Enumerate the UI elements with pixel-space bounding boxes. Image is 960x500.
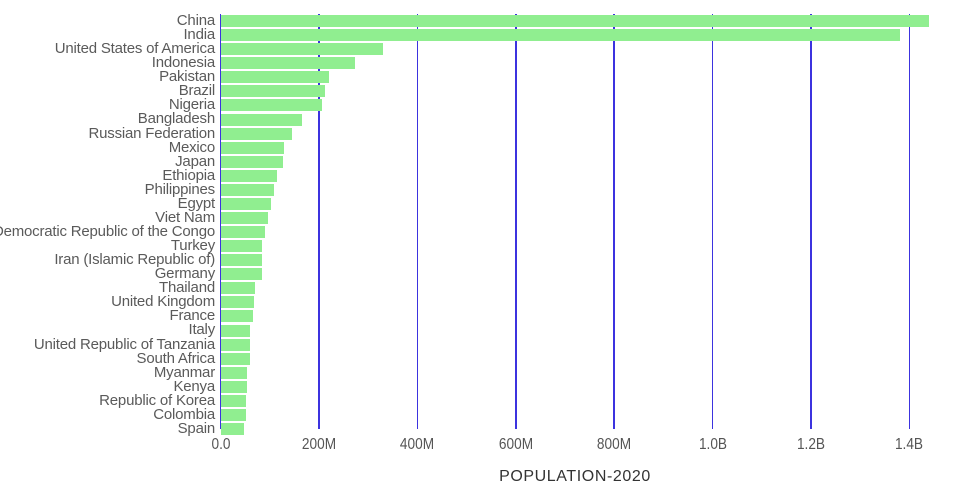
population-bar [220, 254, 262, 267]
gridline [810, 14, 812, 429]
country-label: Pakistan [159, 68, 215, 86]
country-label: Democratic Republic of the Congo [0, 223, 215, 240]
x-axis-title: POPULATION-2020 [499, 468, 651, 485]
population-bar [220, 29, 900, 42]
gridline [514, 14, 517, 429]
gridline [711, 14, 714, 429]
population-bar [220, 310, 253, 323]
population-bar [220, 211, 269, 224]
population-bar [220, 197, 271, 210]
country-label: Nigeria [168, 96, 215, 114]
country-label: Indonesia [151, 54, 215, 72]
country-label: South Africa [136, 349, 216, 367]
country-label: Russian Federation [88, 124, 216, 142]
population-bar [220, 183, 275, 196]
country-label: Spain [177, 419, 216, 437]
population-bar [220, 155, 283, 168]
x-tick-label: 1.0B [698, 436, 727, 453]
population-bar [220, 268, 262, 281]
country-label: Bangladesh [137, 110, 215, 128]
population-bar [220, 352, 250, 365]
x-tick-label: 200M [301, 436, 336, 453]
population-bar [220, 127, 293, 140]
population-bar [220, 366, 248, 379]
country-label: Italy [188, 321, 215, 339]
country-label: China [176, 12, 215, 29]
population-bar [220, 408, 246, 421]
population-bar [220, 240, 262, 253]
population-bar [220, 324, 251, 337]
country-label: United Republic of Tanzania [33, 335, 215, 353]
x-tick-label: 400M [400, 436, 435, 453]
country-label: Thailand [159, 279, 215, 297]
population-bar [220, 57, 356, 70]
gridline [908, 14, 911, 429]
x-tick-label: 600M [498, 436, 533, 453]
country-label: Ethiopia [162, 166, 215, 184]
country-label: Egypt [177, 194, 216, 212]
population-bar [220, 282, 255, 295]
population-bar [220, 141, 284, 154]
country-label: Kenya [173, 377, 215, 395]
country-label: Philippines [144, 180, 216, 198]
country-label: Colombia [153, 405, 215, 423]
country-label: Mexico [168, 138, 216, 156]
country-label: France [169, 307, 216, 325]
population-bar [220, 169, 278, 182]
country-label: United Kingdom [111, 293, 215, 311]
country-label: Republic of Korea [99, 391, 215, 409]
country-label: Iran (Islamic Republic of) [54, 251, 215, 269]
population-bar [220, 394, 246, 407]
population-bar [220, 43, 384, 56]
gridline [416, 14, 419, 429]
x-tick-label: 0.0 [211, 436, 230, 453]
country-label: United States of America [54, 40, 215, 58]
population-bar [220, 296, 254, 309]
population-bar [220, 422, 244, 435]
population-bar [220, 71, 330, 84]
country-label: Brazil [178, 82, 216, 100]
country-label: Turkey [170, 237, 215, 255]
country-label: Japan [175, 152, 215, 170]
x-tick-label: 1.4B [895, 436, 924, 453]
country-label: Germany [154, 265, 215, 283]
population-bar [220, 15, 929, 28]
country-label: Viet Nam [155, 208, 215, 226]
population-bar [220, 85, 326, 98]
country-label: Myanmar [153, 363, 215, 381]
population-bar [220, 99, 322, 112]
gridline [613, 14, 615, 429]
population-bar [220, 338, 250, 351]
population-bar [220, 113, 302, 126]
x-tick-label: 1.2B [796, 436, 826, 453]
x-tick-label: 800M [597, 436, 632, 453]
population-bar [220, 380, 247, 393]
population-bar [220, 226, 265, 239]
country-label: India [183, 26, 215, 44]
